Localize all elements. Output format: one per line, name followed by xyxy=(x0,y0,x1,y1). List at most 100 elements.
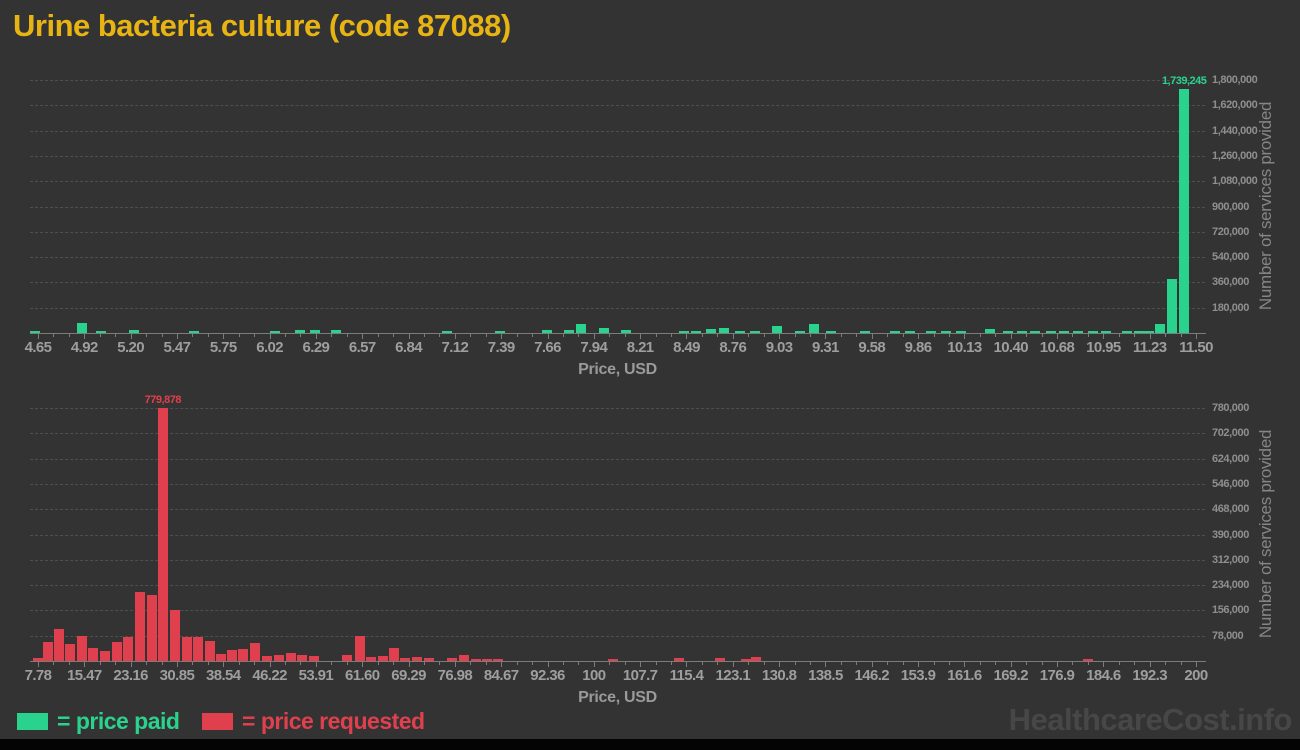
x-minor-tick xyxy=(979,334,981,337)
y-tick-label: 702,000 xyxy=(1212,427,1249,440)
gridline xyxy=(30,483,1205,485)
x-tick xyxy=(1010,334,1012,339)
bar xyxy=(412,657,423,661)
x-minor-tick xyxy=(810,662,811,665)
x-minor-tick xyxy=(1087,334,1089,337)
bar xyxy=(77,636,88,661)
bar xyxy=(274,655,285,661)
x-tick xyxy=(362,334,364,339)
bar xyxy=(599,328,610,333)
x-minor-tick xyxy=(794,334,796,337)
x-tick-label: 5.75 xyxy=(209,339,237,356)
bar xyxy=(378,656,389,661)
x-tick xyxy=(593,334,595,339)
x-tick-label: 61.60 xyxy=(344,667,380,684)
x-tick xyxy=(84,334,86,339)
x-tick xyxy=(547,662,549,667)
bar xyxy=(216,654,227,661)
x-minor-tick xyxy=(254,334,256,337)
x-tick-label: 8.76 xyxy=(719,339,747,356)
x-tick-label: 115.4 xyxy=(669,667,704,684)
y-tick-label: 1,080,000 xyxy=(1212,175,1258,188)
x-tick-label: 53.91 xyxy=(298,667,334,684)
x-minor-tick xyxy=(532,662,534,665)
x-minor-tick xyxy=(285,662,287,665)
bar xyxy=(494,331,505,333)
x-minor-tick xyxy=(115,334,117,337)
x-tick-label: 30.85 xyxy=(159,667,195,684)
x-tick xyxy=(593,662,595,667)
x-minor-tick xyxy=(346,662,348,665)
x-tick-label: 107.7 xyxy=(622,667,658,684)
x-minor-tick xyxy=(470,662,472,665)
gridline xyxy=(30,408,1205,409)
x-minor-tick xyxy=(331,662,333,665)
bar xyxy=(749,331,760,333)
bar xyxy=(481,659,492,661)
y-tick-label: 720,000 xyxy=(1212,225,1249,238)
x-tick xyxy=(269,334,271,339)
y-tick-label: 360,000 xyxy=(1212,276,1249,289)
x-tick-label: 38.54 xyxy=(205,667,241,684)
bar xyxy=(740,659,751,661)
x-tick-label: 8.21 xyxy=(626,339,654,356)
x-minor-tick xyxy=(532,334,534,337)
bar xyxy=(188,331,199,333)
x-tick xyxy=(269,662,271,667)
x-tick xyxy=(454,334,456,339)
x-minor-tick xyxy=(161,662,163,665)
x-minor-tick xyxy=(192,334,194,337)
x-minor-tick xyxy=(748,662,750,665)
gridline xyxy=(30,509,1205,511)
bar xyxy=(65,644,76,661)
x-minor-tick xyxy=(393,662,395,665)
x-tick xyxy=(1103,334,1105,339)
x-minor-tick xyxy=(717,662,719,665)
x-minor-tick xyxy=(1134,662,1136,665)
x-minor-tick xyxy=(995,334,997,337)
x-minor-tick xyxy=(424,334,425,337)
bar xyxy=(442,331,453,333)
bar xyxy=(734,331,745,333)
gridline xyxy=(30,559,1205,561)
x-tick xyxy=(408,334,410,339)
bar xyxy=(1167,279,1178,333)
x-tick-label: 9.58 xyxy=(858,339,886,356)
x-tick-label: 23.16 xyxy=(113,667,148,684)
x-minor-tick xyxy=(1118,334,1120,337)
bar xyxy=(1072,331,1083,333)
bar xyxy=(1101,331,1112,333)
x-minor-tick xyxy=(1165,334,1167,337)
bar xyxy=(751,657,762,661)
x-minor-tick xyxy=(1134,334,1136,337)
y-tick-label: 156,000 xyxy=(1212,604,1249,617)
x-tick-label: 11.23 xyxy=(1132,339,1167,356)
x-tick-label: 7.78 xyxy=(24,667,52,684)
bar xyxy=(42,642,53,661)
x-minor-tick xyxy=(1087,662,1089,665)
x-tick-label: 7.12 xyxy=(441,339,469,356)
gridline xyxy=(30,130,1205,132)
gridline xyxy=(30,206,1205,208)
bar xyxy=(400,658,410,661)
x-tick xyxy=(918,334,920,339)
x-minor-tick xyxy=(902,662,904,665)
bar xyxy=(354,636,365,661)
x-minor-tick xyxy=(887,662,889,665)
x-tick-label: 46.22 xyxy=(252,667,287,684)
x-minor-tick xyxy=(562,662,564,665)
bar xyxy=(1016,331,1027,333)
x-minor-tick xyxy=(254,662,256,665)
gridline xyxy=(30,433,1205,435)
x-tick xyxy=(176,662,178,667)
y-tick-label: 1,260,000 xyxy=(1212,149,1258,162)
x-tick-label: 76.98 xyxy=(437,667,473,684)
x-tick-label: 10.40 xyxy=(993,339,1028,356)
bar xyxy=(309,656,320,661)
x-minor-tick xyxy=(331,334,333,337)
bar xyxy=(940,331,951,333)
x-minor-tick xyxy=(53,334,55,337)
x-minor-tick xyxy=(68,662,70,665)
x-minor-tick xyxy=(701,662,703,665)
